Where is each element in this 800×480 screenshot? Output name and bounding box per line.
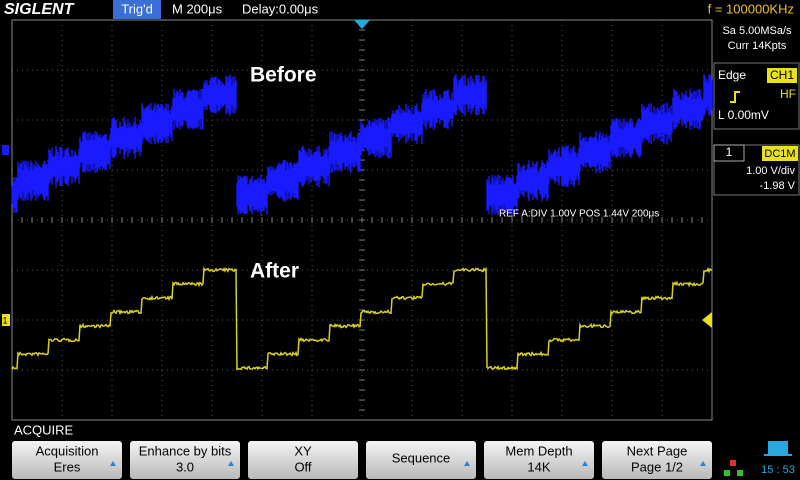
softkey-value: 14K (527, 459, 550, 474)
softkey-label: Next Page (627, 443, 688, 458)
softkey-bg (12, 441, 122, 479)
ch1-marker-label: 1 (2, 315, 7, 325)
softkey-arrow (700, 461, 706, 466)
softkey-arrow (110, 461, 116, 466)
trigger-slope-icon (730, 91, 740, 103)
delay: Delay:0.00μs (242, 1, 319, 16)
net-node (737, 470, 743, 476)
softkey-label: Sequence (392, 450, 451, 465)
clock: 15 : 53 (761, 464, 795, 476)
softkey-label: Enhance by bits (139, 443, 232, 458)
trigger-source: CH1 (770, 68, 794, 82)
usb-icon-base (764, 454, 792, 456)
softkey-value: Page 1/2 (631, 459, 683, 474)
ref-info: REF A:DIV 1.00V POS 1.44V 200μs (499, 209, 659, 220)
timebase: M 200μs (172, 1, 223, 16)
trigger-coupling: HF (780, 87, 796, 101)
softkey-bg (130, 441, 240, 479)
softkey-arrow (228, 461, 234, 466)
softkey-label: Acquisition (36, 443, 99, 458)
softkey-arrow (582, 461, 588, 466)
channel-coupling: DC1M (764, 148, 795, 160)
softkey-bg (602, 441, 712, 479)
softkey-bg (248, 441, 358, 479)
graticule (11, 19, 713, 421)
after-label: After (250, 260, 299, 283)
trigger-mode: Edge (718, 68, 746, 82)
channel-number-box (713, 144, 745, 162)
channel-number: 1 (726, 145, 733, 159)
ch1-marker (2, 314, 10, 326)
network-icon (724, 460, 743, 476)
trigger-status-box (113, 0, 161, 19)
softkey-bg (484, 441, 594, 479)
net-node (724, 470, 730, 476)
ch1-waveform (11, 266, 713, 371)
waveforms (11, 74, 713, 371)
channel-scale: 1.00 V/div (746, 165, 795, 177)
trigger-level: L 0.00mV (718, 108, 769, 122)
logo: SIGLENT (4, 1, 75, 18)
softkey-arrow (464, 461, 470, 466)
softkey-label: Mem Depth (505, 443, 572, 458)
ref-waveform (11, 74, 713, 216)
softkey-value: Eres (54, 459, 81, 474)
menu-title: ACQUIRE (14, 422, 74, 437)
trigger-source-box (767, 68, 797, 83)
sample-rate: Sa 5.00MSa/s (722, 25, 792, 37)
trigger-position-marker (354, 20, 370, 29)
trigger-status: Trig'd (121, 1, 153, 16)
softkey-value: 3.0 (176, 459, 194, 474)
memory-depth: Curr 14Kpts (728, 40, 787, 52)
trigger-level-marker (702, 312, 712, 328)
softkey[interactable]: Sequence (366, 441, 476, 479)
softkey-bg (366, 441, 476, 479)
ref-marker (2, 145, 9, 155)
net-node (730, 460, 736, 466)
softkey-label: XY (294, 443, 312, 458)
channel-offset: -1.98 V (760, 180, 796, 192)
channel-coupling-box (762, 146, 798, 161)
usb-icon (768, 441, 788, 454)
before-label: Before (250, 64, 317, 87)
softkey-value: Off (294, 459, 311, 474)
frequency: f = 100000KHz (708, 1, 794, 16)
